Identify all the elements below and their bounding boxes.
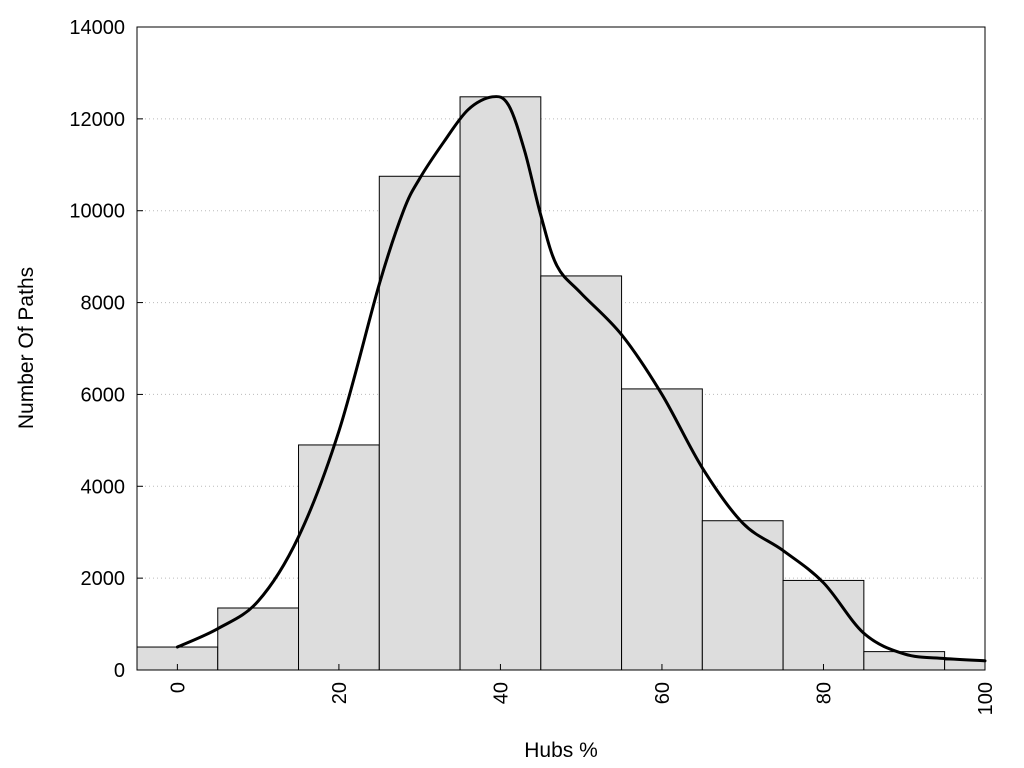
histogram-bar-7 bbox=[701, 520, 784, 671]
x-axis-title: Hubs % bbox=[524, 739, 598, 762]
bars bbox=[136, 96, 986, 671]
x-axis-ticks: 0 20 40 60 80 100 bbox=[167, 664, 997, 715]
y-tick-label-10000: 10000 bbox=[69, 201, 125, 223]
histogram-bar-3 bbox=[378, 175, 461, 671]
x-tick-label-60: 60 bbox=[652, 682, 674, 704]
y-tick-label-8000: 8000 bbox=[81, 293, 126, 315]
x-tick-label-0: 0 bbox=[167, 682, 189, 693]
x-tick-label-40: 40 bbox=[490, 682, 512, 704]
density-curve-line bbox=[175, 95, 987, 663]
y-tick-label-0: 0 bbox=[114, 660, 125, 682]
plot-area-frame bbox=[136, 26, 986, 671]
y-tick-label-6000: 6000 bbox=[81, 384, 126, 406]
y-tick-label-2000: 2000 bbox=[81, 568, 126, 590]
histogram-bar-4 bbox=[459, 96, 542, 671]
x-tick-label-20: 20 bbox=[329, 682, 351, 704]
x-tick-label-80: 80 bbox=[813, 682, 835, 704]
histogram-bar-5 bbox=[540, 275, 623, 671]
y-axis-ticks: 0 2000 4000 6000 8000 10000 12000 14000 bbox=[69, 17, 143, 682]
y-tick-label-4000: 4000 bbox=[81, 476, 126, 498]
y-tick-label-14000: 14000 bbox=[69, 17, 125, 39]
y-axis-title: Number Of Paths bbox=[15, 267, 38, 429]
histogram-bar-2 bbox=[298, 444, 380, 671]
histogram-bar-1 bbox=[217, 607, 300, 671]
histogram-bar-6 bbox=[621, 388, 703, 671]
x-tick-label-100: 100 bbox=[975, 682, 997, 715]
histogram-bar-8 bbox=[782, 579, 865, 671]
y-tick-label-12000: 12000 bbox=[69, 109, 125, 131]
